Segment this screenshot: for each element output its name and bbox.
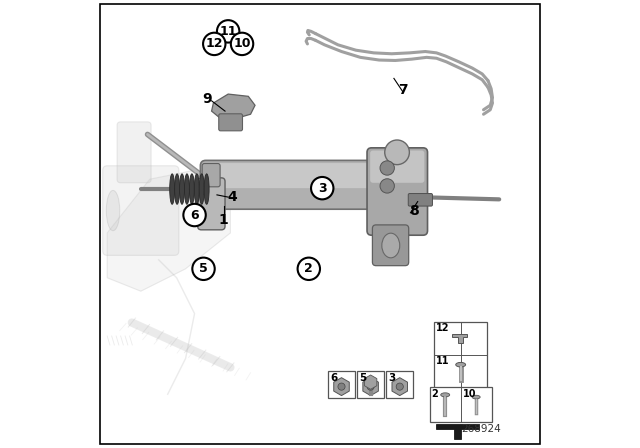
Text: 12: 12 — [436, 323, 449, 333]
Circle shape — [203, 33, 225, 55]
Ellipse shape — [189, 174, 195, 204]
Polygon shape — [452, 334, 467, 344]
Ellipse shape — [204, 174, 209, 204]
Text: 5: 5 — [199, 262, 208, 276]
FancyBboxPatch shape — [372, 225, 409, 266]
Text: 4: 4 — [228, 190, 237, 204]
Text: 10: 10 — [463, 389, 476, 399]
Ellipse shape — [382, 233, 400, 258]
FancyBboxPatch shape — [367, 148, 428, 235]
Text: 3: 3 — [318, 181, 326, 195]
Ellipse shape — [456, 362, 466, 367]
Circle shape — [217, 20, 239, 43]
Text: 6: 6 — [190, 208, 199, 222]
Text: 268924: 268924 — [461, 424, 501, 434]
Ellipse shape — [106, 190, 120, 231]
FancyBboxPatch shape — [219, 114, 243, 131]
Circle shape — [298, 258, 320, 280]
FancyBboxPatch shape — [103, 166, 179, 255]
Circle shape — [231, 33, 253, 55]
Text: 7: 7 — [398, 82, 408, 97]
Bar — [357, 371, 384, 398]
Circle shape — [193, 258, 215, 280]
Ellipse shape — [472, 395, 480, 399]
Ellipse shape — [175, 174, 180, 204]
Ellipse shape — [180, 174, 184, 204]
Text: 11: 11 — [436, 356, 449, 366]
Text: 8: 8 — [409, 203, 419, 218]
Polygon shape — [212, 94, 255, 119]
Circle shape — [396, 383, 403, 390]
Circle shape — [380, 179, 394, 193]
Ellipse shape — [381, 183, 386, 211]
Ellipse shape — [376, 183, 381, 211]
Ellipse shape — [184, 174, 189, 204]
Ellipse shape — [170, 174, 175, 204]
Ellipse shape — [403, 183, 408, 211]
Polygon shape — [108, 170, 230, 291]
FancyBboxPatch shape — [117, 122, 151, 183]
Text: 10: 10 — [234, 37, 251, 51]
Text: 2: 2 — [305, 262, 313, 276]
Text: 6: 6 — [330, 373, 337, 383]
Ellipse shape — [199, 174, 204, 204]
Ellipse shape — [441, 393, 450, 397]
Text: 2: 2 — [431, 389, 438, 399]
Text: 3: 3 — [388, 373, 396, 383]
Ellipse shape — [195, 174, 199, 204]
Bar — [387, 371, 413, 398]
Ellipse shape — [387, 183, 392, 211]
Text: 1: 1 — [219, 212, 228, 227]
FancyBboxPatch shape — [200, 160, 381, 209]
Text: 9: 9 — [202, 91, 212, 106]
FancyBboxPatch shape — [198, 178, 225, 230]
Bar — [430, 388, 492, 422]
Ellipse shape — [397, 183, 402, 211]
FancyBboxPatch shape — [408, 194, 433, 206]
Text: 11: 11 — [220, 25, 237, 38]
Circle shape — [380, 161, 394, 175]
Circle shape — [311, 177, 333, 199]
Ellipse shape — [408, 183, 413, 211]
Ellipse shape — [385, 140, 410, 165]
Bar — [328, 371, 355, 398]
FancyBboxPatch shape — [370, 151, 424, 183]
Circle shape — [367, 383, 374, 390]
FancyBboxPatch shape — [204, 163, 378, 188]
Text: 5: 5 — [360, 373, 367, 383]
Circle shape — [184, 204, 206, 226]
Text: 12: 12 — [205, 37, 223, 51]
FancyBboxPatch shape — [202, 164, 220, 187]
Polygon shape — [436, 424, 479, 439]
Bar — [435, 322, 487, 420]
Circle shape — [338, 383, 345, 390]
Ellipse shape — [392, 183, 397, 211]
